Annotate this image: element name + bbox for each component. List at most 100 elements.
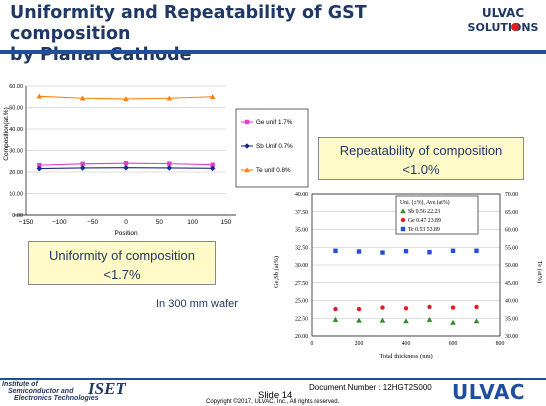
chart2-data-point: [356, 317, 362, 323]
chart2-data-point: [380, 250, 385, 255]
ulvac-solutions-logo: ULVAC SOLUTIONS: [466, 2, 540, 40]
chart1-y-tick-label: 40.00: [9, 127, 23, 133]
chart2-data-point: [427, 250, 432, 255]
chart1-grid: [26, 85, 226, 216]
title-divider: [0, 50, 546, 54]
chart1-legend-marker: [244, 167, 250, 173]
chart2-left-y-tick-label: 32.50: [295, 245, 308, 251]
repeatability-line1: Repeatability of composition: [339, 143, 503, 158]
chart1-data-point: [166, 95, 173, 101]
chart2-right-y-tick-label: 40.00: [505, 299, 518, 305]
chart2-right-y-tick-label: 50.00: [505, 263, 518, 269]
chart2-legend-label: Te 0.53 53.89: [408, 227, 440, 233]
chart2-data-point: [333, 248, 338, 253]
chart1-legend-label: Ge unif 1.7%: [256, 119, 293, 126]
chart1-x-tick-label: −150: [19, 219, 34, 226]
chart1-data-point: [36, 93, 43, 99]
chart2-legend-label: Sb 0.56 22.23: [408, 209, 440, 215]
chart2-right-y-tick-label: 70.00: [505, 192, 518, 198]
chart2-right-y-tick-label: 65.00: [505, 210, 518, 216]
chart1-x-tick-label: 150: [221, 219, 232, 226]
institute-name: Institute of Semiconductor and Electroni…: [2, 381, 99, 402]
wafer-size-note: In 300 mm wafer: [156, 298, 238, 310]
chart1-legend-marker: [244, 143, 250, 149]
slide-title-line1: Uniformity and Repeatability of GST comp…: [10, 3, 367, 44]
chart1-y-axis-label: Composition(at.%): [3, 107, 10, 160]
chart2-data-point: [450, 305, 456, 310]
chart2-data-point: [474, 304, 479, 310]
chart2-right-y-label: Te (at%): [536, 261, 543, 283]
chart2-left-y-label: Ge,Sb (at%): [273, 256, 280, 288]
chart2-x-tick-label: 400: [402, 341, 411, 347]
chart2-left-y-tick-label: 40.00: [295, 192, 308, 198]
logo-red-dot: [511, 23, 519, 31]
chart1-legend-label: Sb Unif 0.7%: [256, 143, 293, 150]
chart2-right-y-tick-label: 35.00: [505, 316, 518, 322]
repeatability-chart: 20.00 22.50 25.00 27.50 30.00 32.50 35.00 37.50…: [273, 192, 543, 360]
institute-line2: Semiconductor and: [8, 388, 74, 395]
chart1-x-tick-label: −100: [52, 219, 67, 226]
chart2-data-point: [450, 248, 456, 253]
chart2-data-point: [427, 304, 432, 310]
chart1-y-tick-label: 20.00: [9, 170, 23, 176]
iset-logo: ISET: [88, 379, 126, 398]
chart2-data-point: [403, 318, 409, 324]
chart2-right-y-tick-label: 45.00: [505, 281, 518, 287]
chart2-plot-frame: [311, 193, 501, 337]
chart1-x-tick-label: 100: [187, 219, 198, 226]
chart2-left-y-tick-label: 25.00: [295, 299, 308, 305]
chart2-data-point: [450, 319, 456, 325]
chart2-series: [332, 248, 480, 325]
uniformity-line1: Uniformity of composition: [49, 248, 195, 263]
chart2-legend-marker: [400, 208, 406, 214]
slide-title: Uniformity and Repeatability of GST comp…: [10, 3, 430, 66]
chart2-data-point: [356, 249, 362, 254]
chart1-data-point: [209, 165, 216, 172]
chart2-data-point: [380, 305, 385, 310]
chart1-y-tick-label: 30.00: [9, 149, 23, 155]
chart2-left-y-tick-label: 37.50: [295, 210, 308, 216]
chart1-y-ticks: 0.00 10.00 20.00 30.00 40.00 50.00 60.00: [9, 84, 23, 219]
chart1-y-tick-label: 0.00: [12, 213, 23, 219]
repeatability-line2: <1.0%: [402, 162, 440, 177]
chart2-left-y-tick-label: 35.00: [295, 228, 308, 234]
chart2-legend: Uni. (±%), Ave.(at%) Sb 0.56 22.23 Ge 0.47…: [395, 195, 479, 235]
chart2-data-point: [403, 306, 409, 311]
institute-line1: Institute of: [2, 381, 38, 388]
chart2-x-tick-label: 200: [355, 341, 364, 347]
chart2-left-y-tick-label: 20.00: [295, 334, 308, 340]
footer-divider: [0, 378, 546, 380]
chart2-left-y-ticks: 20.00 22.50 25.00 27.50 30.00 32.50 35.00 37.50…: [295, 192, 308, 340]
chart2-data-point: [379, 317, 386, 323]
chart2-left-y-tick-label: 30.00: [295, 263, 308, 269]
chart2-data-point: [403, 248, 409, 254]
institute-line3: Electronics Technologies: [14, 395, 99, 402]
chart1-y-tick-label: 60.00: [9, 84, 23, 90]
chart1-data-point: [210, 162, 215, 167]
chart1-y-tick-label: 10.00: [9, 192, 23, 198]
repeatability-callout: Repeatability of composition <1.0%: [318, 137, 524, 180]
chart1-x-tick-label: −50: [87, 219, 98, 226]
chart1-axes: [14, 86, 236, 216]
chart2-legend-label: Ge 0.47 23.89: [408, 218, 441, 224]
chart2-left-y-tick-label: 22.50: [295, 316, 308, 322]
chart1-legend: Ge unif 1.7% Sb Unif 0.7% Te unif 0.8%: [235, 108, 309, 188]
chart1-legend-label: Te unif 0.8%: [256, 167, 291, 174]
chart2-data-point: [473, 318, 480, 324]
chart1-data-point: [80, 161, 85, 167]
chart2-right-y-tick-label: 55.00: [505, 245, 518, 251]
chart1-legend-marker: [244, 119, 250, 125]
chart2-data-point: [426, 316, 433, 322]
chart2-left-y-tick-label: 27.50: [295, 281, 308, 287]
logo-solutions-text: SOLUTIONS: [468, 21, 539, 34]
chart2-data-point: [356, 306, 362, 312]
slide-title-line2: by Planar Cathode: [10, 45, 192, 65]
chart1-data-point: [166, 165, 173, 171]
slide-number: Slide 14: [258, 390, 293, 401]
chart2-legend-title: Uni. (±%), Ave.(at%): [400, 199, 450, 206]
chart1-data-point: [36, 165, 43, 172]
copyright: Copyright ©2017, ULVAC, Inc., All rights…: [206, 399, 340, 405]
chart1-data-point: [209, 93, 216, 99]
chart2-data-point: [474, 248, 479, 253]
chart2-x-tick-label: 0: [311, 341, 314, 347]
